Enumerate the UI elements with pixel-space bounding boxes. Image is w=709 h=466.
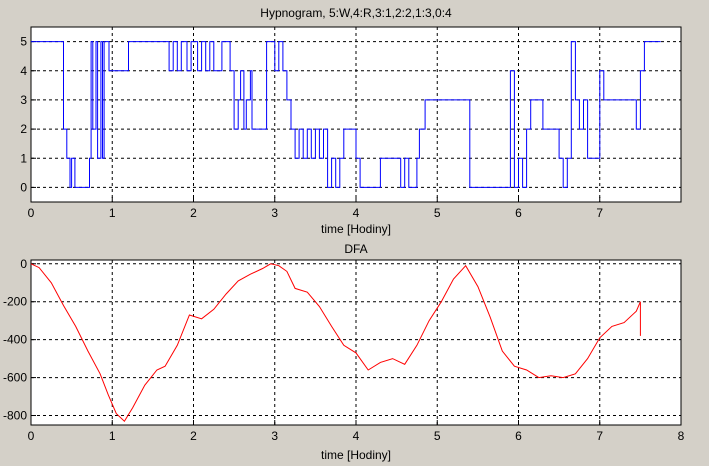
dfa-y-tick-label: -400 — [3, 333, 27, 347]
dfa-x-tick-label: 4 — [353, 429, 360, 443]
dfa-x-tick-label: 3 — [271, 429, 278, 443]
hypnogram-x-tick-label: 7 — [596, 206, 603, 220]
hypnogram-y-tick-label: 2 — [20, 122, 27, 136]
dfa-x-tick-label: 5 — [434, 429, 441, 443]
dfa-series — [30, 263, 641, 422]
dfa-plot-area — [30, 259, 682, 426]
hypnogram-x-tick-label: 5 — [434, 206, 441, 220]
dfa-grid — [31, 260, 681, 425]
dfa-title: DFA — [344, 242, 367, 256]
hypnogram-y-tick-label: 3 — [20, 93, 27, 107]
dfa-x-tick-label: 6 — [515, 429, 522, 443]
dfa-ticks: 0 1 2 3 4 5 6 7 8 0 -200 -400 -600 -800 — [3, 257, 685, 443]
hypnogram-x-tick-label: 4 — [353, 206, 360, 220]
dfa-x-tick-label: 2 — [190, 429, 197, 443]
dfa-x-axis-label: time [Hodiny] — [321, 448, 391, 462]
dfa-series-line — [30, 263, 641, 422]
hypnogram-x-tick-label: 3 — [271, 206, 278, 220]
dfa-y-tick-label: -200 — [3, 295, 27, 309]
hypnogram-x-axis-label: time [Hodiny] — [321, 222, 391, 236]
hypnogram-y-tick-label: 0 — [20, 180, 27, 194]
hypnogram-y-tick-label: 5 — [20, 35, 27, 49]
hypnogram-y-tick-label: 1 — [20, 151, 27, 165]
hypnogram-ticks: 0 1 2 3 4 5 6 7 0 1 2 3 4 5 — [20, 35, 603, 220]
hypnogram-x-tick-label: 2 — [190, 206, 197, 220]
hypnogram-chart: 0 1 2 3 4 5 6 7 0 1 2 3 4 5 Hypnogram, 5:W,4:R,3:1,2:… — [20, 6, 682, 236]
dfa-y-tick-label: -600 — [3, 371, 27, 385]
hypnogram-title: Hypnogram, 5:W,4:R,3:1,2:2,1:3,0:4 — [260, 6, 452, 20]
dfa-x-tick-label: 0 — [28, 429, 35, 443]
dfa-chart: 0 1 2 3 4 5 6 7 8 0 -200 -400 -600 -800 DFA time [Hod… — [3, 242, 685, 462]
hypnogram-series-line — [31, 41, 661, 188]
hypnogram-y-tick-label: 4 — [20, 64, 27, 78]
dfa-y-tick-label: -800 — [3, 409, 27, 423]
dfa-x-tick-label: 1 — [109, 429, 116, 443]
dfa-x-tick-label: 7 — [596, 429, 603, 443]
hypnogram-x-tick-label: 1 — [109, 206, 116, 220]
hypnogram-x-tick-label: 0 — [28, 206, 35, 220]
hypnogram-series — [31, 41, 661, 188]
hypnogram-x-tick-label: 6 — [515, 206, 522, 220]
dfa-y-tick-label: 0 — [20, 257, 27, 271]
dfa-x-tick-label: 8 — [678, 429, 685, 443]
